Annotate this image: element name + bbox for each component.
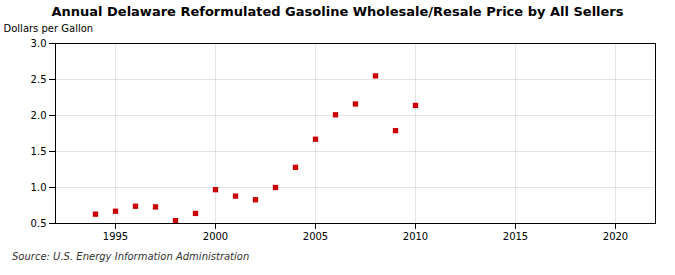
svg-text:Dollars per Gallon: Dollars per Gallon [4, 23, 94, 34]
svg-text:1.5: 1.5 [31, 146, 47, 157]
svg-text:2015: 2015 [503, 231, 528, 242]
svg-text:2.0: 2.0 [31, 110, 47, 121]
svg-text:2010: 2010 [403, 231, 428, 242]
svg-text:2000: 2000 [203, 231, 228, 242]
svg-text:2005: 2005 [303, 231, 328, 242]
svg-text:3.0: 3.0 [31, 38, 47, 49]
svg-text:1995: 1995 [103, 231, 128, 242]
html-text:Annual Delaware Reformulated G: Annual Delaware Reformulated Gasoline Wh… [51, 4, 624, 19]
svg-text:1.0: 1.0 [31, 182, 47, 193]
svg-text:2.5: 2.5 [31, 74, 47, 85]
svg-text:2020: 2020 [603, 231, 628, 242]
svg-text:0.5: 0.5 [31, 218, 47, 229]
html-text:Source: U.S. Energy Informatio: Source: U.S. Energy Information Administ… [12, 251, 250, 262]
